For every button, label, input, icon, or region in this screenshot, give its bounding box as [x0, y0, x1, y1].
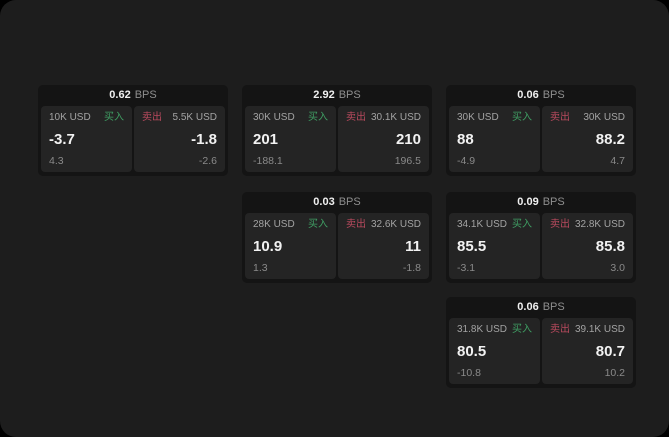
- sell-panel[interactable]: 卖出 32.6K USD 11 -1.8: [338, 213, 429, 279]
- quote-panels: 10K USD 买入 -3.7 4.3 卖出 5.5K USD -1.8 -2.…: [38, 106, 228, 176]
- quote-panels: 30K USD 买入 201 -188.1 卖出 30.1K USD 210 1…: [242, 106, 432, 176]
- card-header: 0.09 BPS: [446, 192, 636, 213]
- buy-side-label: 买入: [104, 112, 124, 123]
- sell-amount: 39.1K USD: [574, 324, 625, 335]
- buy-amount: 30K USD: [457, 112, 499, 123]
- buy-amount: 31.8K USD: [457, 324, 508, 335]
- quote-panels: 28K USD 买入 10.9 1.3 卖出 32.6K USD 11 -1.8: [242, 213, 432, 283]
- quote-panels: 30K USD 买入 88 -4.9 卖出 30K USD 88.2 4.7: [446, 106, 636, 176]
- buy-price: 10.9: [253, 238, 283, 255]
- sell-amount: 30K USD: [583, 112, 625, 123]
- buy-sub-value: 4.3: [49, 155, 64, 167]
- bps-value: 0.06: [517, 301, 539, 313]
- buy-amount: 10K USD: [49, 112, 91, 123]
- buy-panel[interactable]: 28K USD 买入 10.9 1.3: [245, 213, 336, 279]
- buy-side-label: 买入: [512, 219, 532, 230]
- sell-price: 11: [405, 238, 421, 255]
- quote-card: 0.06 BPS 30K USD 买入 88 -4.9 卖出 30K USD 8…: [446, 85, 636, 176]
- sell-panel[interactable]: 卖出 30K USD 88.2 4.7: [542, 106, 633, 172]
- buy-price: 201: [253, 131, 279, 148]
- sell-amount: 32.8K USD: [574, 219, 625, 230]
- buy-price: 88: [457, 131, 474, 148]
- card-header: 0.62 BPS: [38, 85, 228, 106]
- buy-amount: 34.1K USD: [457, 219, 508, 230]
- bps-value: 0.06: [517, 89, 539, 101]
- bps-value: 0.03: [313, 196, 335, 208]
- buy-sub-value: -4.9: [457, 155, 476, 167]
- quote-card: 0.03 BPS 28K USD 买入 10.9 1.3 卖出 32.6K US…: [242, 192, 432, 283]
- quote-panels: 31.8K USD 买入 80.5 -10.8 卖出 39.1K USD 80.…: [446, 318, 636, 388]
- bps-unit-label: BPS: [542, 196, 565, 208]
- card-header: 0.03 BPS: [242, 192, 432, 213]
- sell-price: 85.8: [595, 238, 625, 255]
- buy-amount: 28K USD: [253, 219, 295, 230]
- sell-side-label: 卖出: [142, 112, 162, 123]
- sell-sub-value: -1.8: [402, 262, 421, 274]
- buy-sub-value: -188.1: [253, 155, 283, 167]
- sell-panel[interactable]: 卖出 5.5K USD -1.8 -2.6: [134, 106, 225, 172]
- quote-panels: 34.1K USD 买入 85.5 -3.1 卖出 32.8K USD 85.8…: [446, 213, 636, 283]
- buy-amount: 30K USD: [253, 112, 295, 123]
- buy-panel[interactable]: 30K USD 买入 88 -4.9: [449, 106, 540, 172]
- buy-price: 85.5: [457, 238, 487, 255]
- sell-amount: 30.1K USD: [370, 112, 421, 123]
- buy-sub-value: -10.8: [457, 367, 481, 379]
- card-header: 2.92 BPS: [242, 85, 432, 106]
- sell-sub-value: 196.5: [394, 155, 421, 167]
- sell-price: -1.8: [191, 131, 217, 148]
- quote-card: 0.62 BPS 10K USD 买入 -3.7 4.3 卖出 5.5K USD…: [38, 85, 228, 176]
- quote-card: 2.92 BPS 30K USD 买入 201 -188.1 卖出 30.1K …: [242, 85, 432, 176]
- buy-panel[interactable]: 34.1K USD 买入 85.5 -3.1: [449, 213, 540, 279]
- sell-panel[interactable]: 卖出 30.1K USD 210 196.5: [338, 106, 429, 172]
- buy-side-label: 买入: [512, 112, 532, 123]
- bps-unit-label: BPS: [338, 89, 361, 101]
- buy-price: 80.5: [457, 343, 487, 360]
- bps-unit-label: BPS: [542, 89, 565, 101]
- bps-value: 2.92: [313, 89, 335, 101]
- buy-side-label: 买入: [308, 219, 328, 230]
- sell-sub-value: -2.6: [198, 155, 217, 167]
- sell-panel[interactable]: 卖出 39.1K USD 80.7 10.2: [542, 318, 633, 384]
- buy-panel[interactable]: 30K USD 买入 201 -188.1: [245, 106, 336, 172]
- card-header: 0.06 BPS: [446, 85, 636, 106]
- buy-panel[interactable]: 31.8K USD 买入 80.5 -10.8: [449, 318, 540, 384]
- sell-price: 80.7: [595, 343, 625, 360]
- bps-unit-label: BPS: [338, 196, 361, 208]
- sell-sub-value: 3.0: [610, 262, 625, 274]
- bps-unit-label: BPS: [134, 89, 157, 101]
- buy-price: -3.7: [49, 131, 75, 148]
- quote-card: 0.06 BPS 31.8K USD 买入 80.5 -10.8 卖出 39.1…: [446, 297, 636, 388]
- sell-price: 210: [395, 131, 421, 148]
- buy-panel[interactable]: 10K USD 买入 -3.7 4.3: [41, 106, 132, 172]
- sell-panel[interactable]: 卖出 32.8K USD 85.8 3.0: [542, 213, 633, 279]
- sell-side-label: 卖出: [550, 112, 570, 123]
- buy-sub-value: 1.3: [253, 262, 268, 274]
- sell-side-label: 卖出: [346, 219, 366, 230]
- buy-side-label: 买入: [512, 324, 532, 335]
- buy-side-label: 买入: [308, 112, 328, 123]
- quote-card: 0.09 BPS 34.1K USD 买入 85.5 -3.1 卖出 32.8K…: [446, 192, 636, 283]
- bps-value: 0.62: [109, 89, 131, 101]
- buy-sub-value: -3.1: [457, 262, 476, 274]
- sell-side-label: 卖出: [346, 112, 366, 123]
- sell-side-label: 卖出: [550, 324, 570, 335]
- sell-price: 88.2: [595, 131, 625, 148]
- sell-side-label: 卖出: [550, 219, 570, 230]
- sell-sub-value: 4.7: [610, 155, 625, 167]
- card-header: 0.06 BPS: [446, 297, 636, 318]
- sell-sub-value: 10.2: [604, 367, 625, 379]
- bps-value: 0.09: [517, 196, 539, 208]
- bps-unit-label: BPS: [542, 301, 565, 313]
- sell-amount: 5.5K USD: [172, 112, 217, 123]
- sell-amount: 32.6K USD: [370, 219, 421, 230]
